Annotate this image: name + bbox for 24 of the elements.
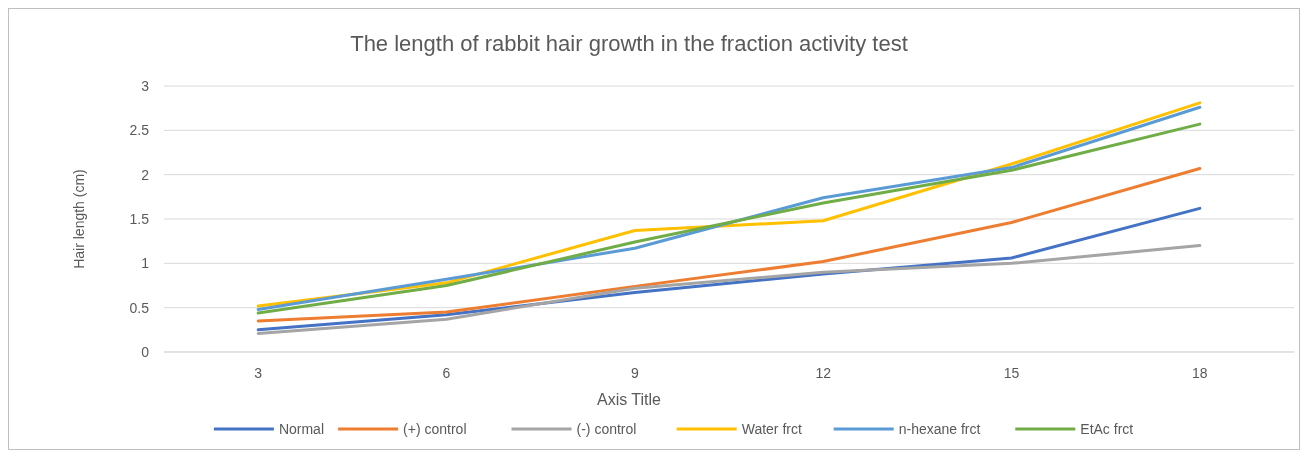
x-tick-label: 6 — [442, 365, 451, 381]
x-tick-label: 15 — [1003, 365, 1020, 381]
y-tick-label: 3 — [141, 77, 150, 94]
chart-title: The length of rabbit hair growth in the fraction activity test — [350, 31, 908, 56]
legend-label: Normal — [278, 420, 325, 437]
line-series — [256, 244, 1202, 335]
y-tick-label: 1 — [141, 255, 150, 272]
x-axis-title: Axis Title — [596, 391, 662, 408]
legend-label: EtAc frct — [1080, 420, 1134, 437]
y-tick-label: 1.5 — [129, 210, 150, 227]
x-tick-label: 3 — [254, 365, 263, 381]
legend-label: (+) control — [403, 420, 467, 437]
legend-label: (-) control — [576, 420, 637, 437]
legend-label: n-hexane frct — [898, 420, 981, 437]
y-tick-label: 0.5 — [129, 299, 150, 316]
y-tick-label: 0 — [141, 343, 150, 360]
y-tick-label: 2 — [141, 166, 150, 183]
line-series — [256, 166, 1202, 323]
y-tick-label: 2.5 — [129, 122, 150, 139]
y-axis-title: Hair length (cm) — [71, 169, 87, 269]
x-tick-label: 9 — [630, 365, 639, 381]
legend-label: Water frct — [741, 420, 802, 437]
x-tick-label: 18 — [1192, 365, 1208, 381]
x-tick-label: 12 — [815, 365, 832, 381]
